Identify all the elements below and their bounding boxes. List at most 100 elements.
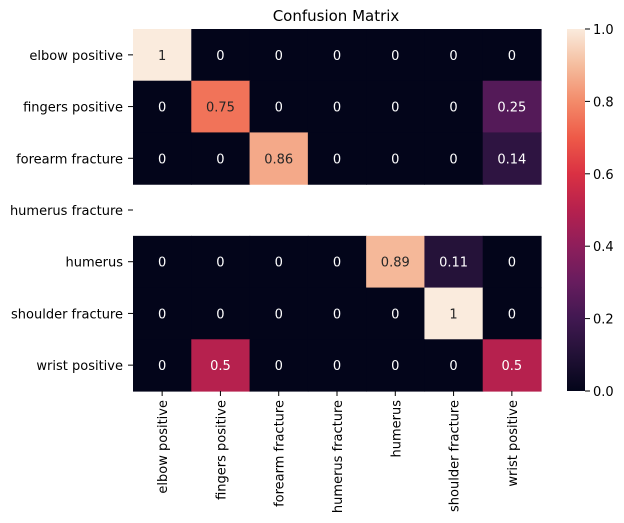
- cell-value-label: 0.11: [439, 256, 468, 271]
- heatmap-cell: [366, 287, 426, 340]
- heatmap-cell: [191, 132, 251, 185]
- cell-value-label: 0: [158, 307, 166, 322]
- heatmap-cell: [307, 339, 367, 392]
- heatmap-cell: [133, 132, 192, 185]
- colorbar-tick-label: 1.0: [593, 23, 614, 38]
- heatmap-cell: [191, 80, 251, 134]
- heatmap-cell: [133, 339, 192, 392]
- heatmap-cell: [191, 287, 251, 340]
- heatmap-cell: [249, 80, 309, 134]
- cell-value-label: 1: [158, 49, 166, 64]
- cell-value-label: 0: [333, 307, 341, 322]
- cell-value-label: 0: [391, 359, 399, 374]
- cell-value-label: 0: [333, 256, 341, 271]
- y-tick-label: humerus fracture: [10, 204, 123, 219]
- heatmap-cell: [482, 235, 542, 289]
- x-axis: elbow positive fingers positive forearm fr…: [156, 391, 521, 513]
- heatmap-cell: [482, 132, 542, 185]
- heatmap-cell: [249, 235, 309, 289]
- heatmap-cell: [249, 132, 309, 185]
- heatmap-cell: [307, 132, 367, 185]
- heatmap-cell: [424, 235, 484, 289]
- heatmap-cell: [249, 339, 309, 392]
- x-tick-label: humerus: [389, 400, 404, 458]
- x-tick-label: elbow positive: [156, 400, 171, 494]
- cell-value-label: 0: [216, 152, 224, 167]
- cell-value-label: 0: [158, 101, 166, 116]
- cell-value-label: 0.89: [381, 256, 410, 271]
- heatmap-cell: [482, 287, 542, 340]
- cell-value-label: 0: [508, 49, 516, 64]
- colorbar-tick-label: 0.0: [593, 385, 614, 400]
- colorbar: 0.0 0.2 0.4 0.6 0.8 1.0: [567, 23, 614, 400]
- heatmap-cell: [366, 235, 426, 289]
- x-tick-label: forearm fracture: [273, 400, 288, 507]
- heatmap-cell: [307, 29, 367, 82]
- heatmap-cell: [482, 80, 542, 134]
- cell-value-label: 0.5: [502, 359, 523, 374]
- cell-value-label: 0: [275, 307, 283, 322]
- heatmap-cell: [191, 29, 251, 82]
- cell-value-label: 0.25: [497, 101, 526, 116]
- heatmap-cell: [191, 235, 251, 289]
- heatmap-cell: [424, 80, 484, 134]
- heatmap-cell: [307, 80, 367, 134]
- cell-value-label: 0: [449, 152, 457, 167]
- cell-value-label: 1: [449, 307, 457, 322]
- heatmap-cell: [482, 29, 542, 82]
- cell-value-label: 0: [508, 256, 516, 271]
- heatmap-cell: [424, 339, 484, 392]
- y-axis: elbow positive fingers positive forearm fr…: [10, 49, 133, 374]
- heatmap-cell: [133, 235, 192, 289]
- cell-value-label: 0: [216, 49, 224, 64]
- cell-value-label: 0: [449, 359, 457, 374]
- heatmap-cell: [249, 287, 309, 340]
- cell-value-label: 0: [216, 307, 224, 322]
- cell-value-label: 0: [275, 256, 283, 271]
- heatmap-cell: [424, 287, 484, 340]
- heatmap-cell: [366, 339, 426, 392]
- cell-value-label: 0.86: [264, 152, 293, 167]
- cell-value-label: 0: [158, 359, 166, 374]
- cell-value-label: 0: [391, 49, 399, 64]
- cell-value-label: 0: [333, 152, 341, 167]
- heatmap-cell: [366, 132, 426, 185]
- heatmap-cell: [307, 235, 367, 289]
- heatmap-cell: [133, 80, 192, 134]
- heatmap-cell: [133, 29, 192, 82]
- cell-value-label: 0.14: [497, 152, 526, 167]
- heatmap-cell: [424, 132, 484, 185]
- cell-value-label: 0: [508, 307, 516, 322]
- heatmap-cells: 1 0 0 0 0 0 0 0 0.75 0 0 0 0 0.25 0 0 0.86 0 0 0 0.14 0 0 0 0 0.8…: [133, 29, 542, 392]
- chart-title: Confusion Matrix: [273, 7, 400, 25]
- cell-value-label: 0: [449, 49, 457, 64]
- colorbar-tick-label: 0.8: [593, 95, 614, 110]
- heatmap-cell: [482, 339, 542, 392]
- cell-value-label: 0: [333, 359, 341, 374]
- heatmap-cell: [191, 339, 251, 392]
- colorbar-gradient: [567, 29, 585, 391]
- cell-value-label: 0: [275, 49, 283, 64]
- heatmap-cell: [133, 287, 192, 340]
- cell-value-label: 0.75: [206, 101, 235, 116]
- x-tick-label: fingers positive: [214, 400, 229, 500]
- heatmap-cell: [366, 29, 426, 82]
- heatmap-cell: [366, 80, 426, 134]
- cell-value-label: 0: [391, 152, 399, 167]
- y-tick-label: shoulder fracture: [11, 307, 123, 322]
- y-tick-label: humerus: [66, 256, 124, 271]
- y-tick-label: wrist positive: [36, 359, 123, 374]
- cell-value-label: 0: [275, 359, 283, 374]
- cell-value-label: 0: [158, 256, 166, 271]
- cell-value-label: 0: [333, 101, 341, 116]
- cell-value-label: 0: [449, 101, 457, 116]
- cell-value-label: 0.5: [210, 359, 231, 374]
- y-tick-label: elbow positive: [29, 49, 123, 64]
- y-tick-label: fingers positive: [23, 101, 123, 116]
- cell-value-label: 0: [391, 307, 399, 322]
- colorbar-tick-label: 0.2: [593, 313, 614, 328]
- heatmap-cell: [424, 29, 484, 82]
- cell-value-label: 0: [333, 49, 341, 64]
- y-tick-label: forearm fracture: [16, 152, 123, 167]
